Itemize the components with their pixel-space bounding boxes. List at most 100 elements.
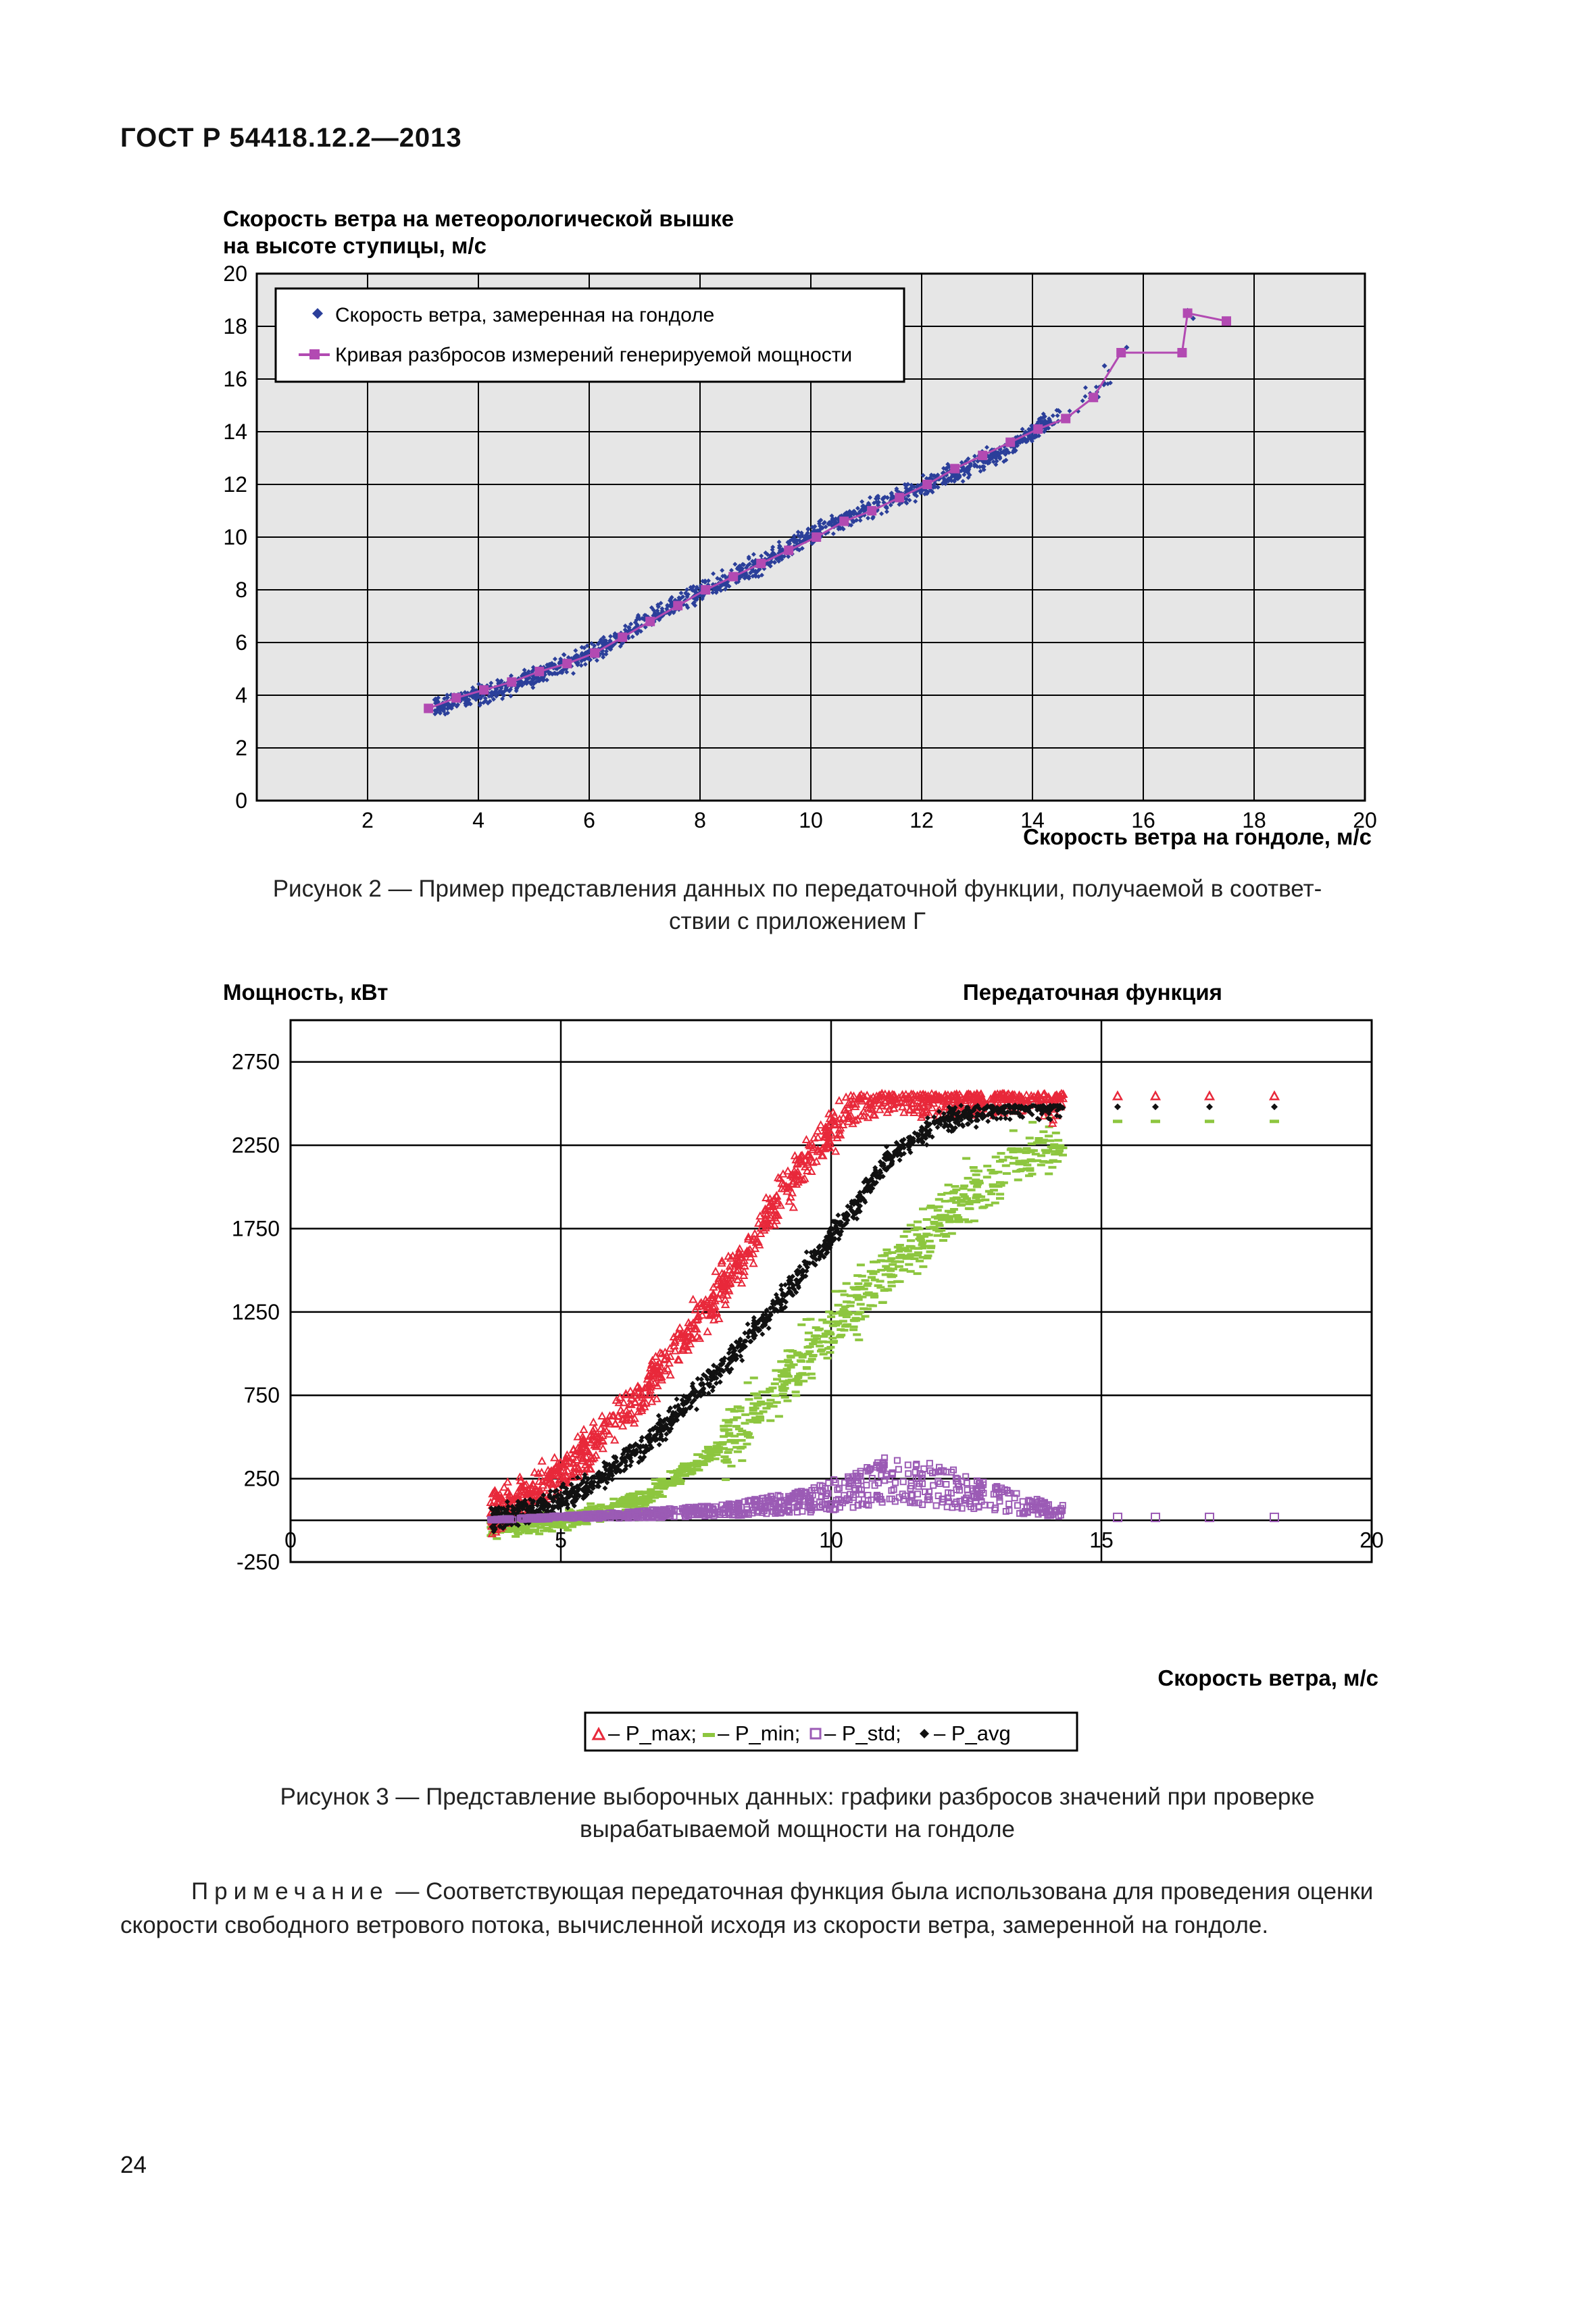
fig3-pmin-point [953,1220,962,1224]
fig3-pavg-point [776,1297,782,1303]
fig3-pmin-point [1039,1138,1048,1142]
fig3-pmax-point [778,1169,788,1178]
fig3-pmin-point [910,1257,919,1260]
fig2-scatter-point [841,526,846,532]
fig3-pmin-point [682,1468,691,1472]
fig3-pavg-point [707,1374,714,1380]
fig3-pavg-point [601,1459,607,1465]
fig3-pavg-point [755,1320,761,1326]
fig3-pmax-point [813,1126,822,1135]
fig3-pavg-point [989,1112,995,1118]
fig2-scatter-point [1037,433,1041,438]
fig3-pmin-point [824,1340,832,1344]
fig3-pmin-point [909,1247,918,1250]
fig3-pmin-point [949,1191,957,1194]
fig3-pmax-point [717,1256,727,1265]
fig3-pmin-point [647,1494,655,1497]
fig3-pavg-point [924,1142,930,1148]
fig3-pmin-point [1028,1172,1037,1176]
fig3-pavg-point [543,1500,549,1506]
fig3-pmax-point [666,1370,675,1379]
fig3-pmin-point [989,1188,998,1192]
fig3-pmin-point [876,1286,885,1289]
fig3-pavg-point [689,1391,695,1397]
fig2-scatter-point [741,572,747,578]
fig3-pmax-point [714,1313,724,1322]
fig3-pavg-point [728,1342,734,1349]
fig3-pmin-point [883,1251,892,1255]
fig3-pavg-point [773,1292,779,1298]
fig2-scatter-point [872,501,876,505]
fig3-pmin-point [963,1197,971,1201]
fig3-pmax-point [669,1332,678,1340]
fig3-pmax-point [1268,1090,1280,1101]
fig3-pmin-point [849,1311,858,1315]
fig3-pmin-point [762,1407,771,1410]
fig3-pavg-point [580,1478,586,1484]
fig3-pavg-point [941,1111,947,1117]
fig3-pmin-point [974,1182,982,1186]
fig2-scatter-point [891,494,896,499]
fig2-scatter-point [501,693,507,698]
fig3-pmax-point [551,1463,560,1472]
fig3-pmax-point [789,1176,798,1185]
fig3-pmax-point [563,1466,572,1475]
fig3-pmax-point [562,1477,572,1486]
fig3-pmin-point [782,1367,791,1371]
fig3-pmin-point [824,1330,832,1333]
fig2-scatter-point [870,514,876,520]
fig2-scatter-point [769,559,774,565]
fig3-pavg-point [727,1347,733,1353]
fig3-pmin-point [712,1449,721,1453]
fig3-pmin-point [895,1265,903,1268]
fig3-pmax-point [877,1101,887,1109]
fig3-pmax-point [922,1092,932,1101]
fig3-pmin-point [504,1529,513,1532]
fig2-scatter-point [777,548,782,553]
fig3-pavg-point [1057,1113,1063,1120]
fig3-pmin-point [959,1193,968,1197]
fig3-pmin-point [834,1322,843,1325]
fig2-scatter-point [972,461,978,467]
fig3-pmax-point [616,1405,626,1414]
fig3-pmax-point [680,1336,691,1344]
fig2-scatter-point [607,638,613,643]
fig3-pavg-point [836,1236,842,1242]
fig3-pavg-point [588,1489,594,1495]
fig3-pmin-point [940,1232,949,1236]
fig3-pmin-point [856,1311,865,1314]
fig3-pmin-point [886,1259,894,1263]
fig3-pmax-point [846,1111,856,1120]
fig3-pavg-point [609,1471,614,1477]
fig3-pavg-point [763,1315,769,1322]
fig3-pmin-point [906,1269,915,1273]
fig3-pmin-point [974,1169,982,1173]
fig3-pmin-point [619,1496,628,1500]
fig2-scatter-point [699,596,705,601]
fig2-scatter-point [751,552,756,557]
fig3-pmin-point [945,1220,954,1224]
fig2-curve-marker [978,451,988,461]
fig3-pmax-point [568,1445,578,1454]
fig3-pmin-point [943,1216,952,1219]
fig3-pmin-point [733,1405,742,1409]
fig2-scatter-point [941,480,946,485]
fig2-x-tick-label: 14 [1020,808,1045,832]
fig3-pmin-point [518,1527,526,1530]
fig2-scatter-point [499,678,504,684]
fig3-pavg-point [695,1376,701,1382]
fig3-pmin-point [683,1463,691,1466]
fig3-pmax-point [692,1324,701,1333]
fig2-scatter-point [858,509,864,514]
fig3-pmax-point [751,1234,762,1243]
fig3-pavg-point [822,1238,828,1244]
fig3-pmax-point [762,1192,771,1201]
fig3-pmax-point [777,1178,787,1187]
fig3-pmax-point [968,1092,978,1101]
fig3-pavg-point [926,1122,931,1128]
fig3-pmax-point [601,1426,612,1435]
fig3-pmin-point [743,1442,751,1446]
fig3-pmin-point [947,1232,956,1235]
fig2-x-tick-label: 18 [1242,808,1266,832]
fig3-pmin-point [1039,1141,1047,1145]
